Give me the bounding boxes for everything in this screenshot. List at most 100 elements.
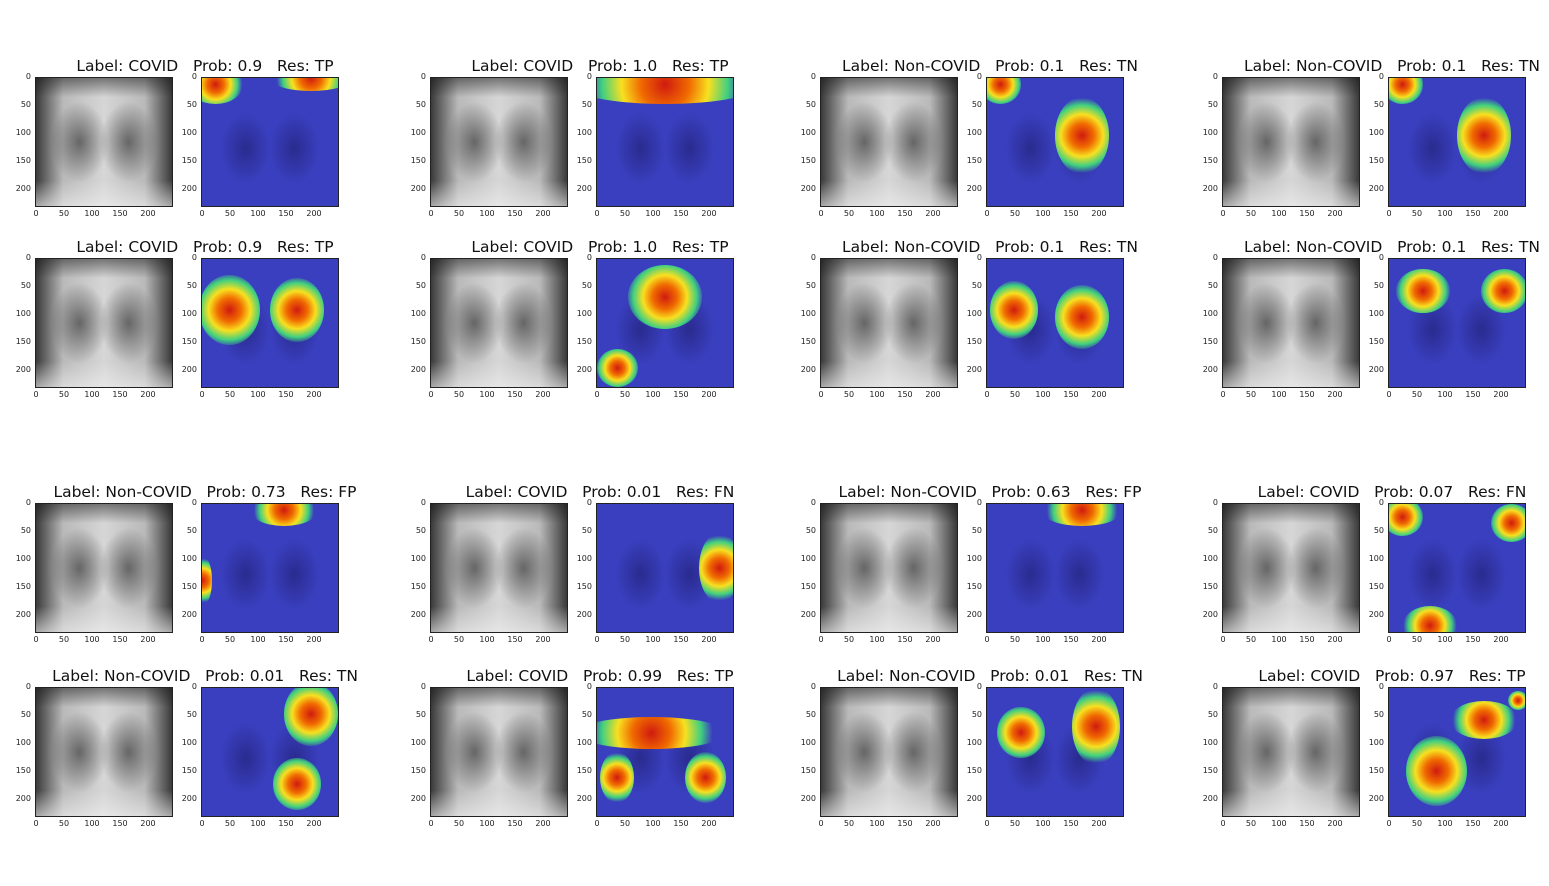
xray-picture — [431, 78, 567, 206]
y-tick-label: 50 — [581, 100, 592, 109]
y-tick-label: 0 — [586, 253, 592, 262]
y-tick-label: 100 — [1368, 738, 1384, 747]
y-tick-label: 150 — [410, 156, 426, 165]
x-tick-label: 50 — [224, 635, 236, 644]
result-panel: Label: Non-COVID Prob: 0.01 Res: TN 0 50 10… — [801, 665, 1170, 828]
panel-title: Label: Non-COVID Prob: 0.1 Res: TN — [1243, 57, 1540, 75]
x-tick-label: 100 — [645, 819, 661, 828]
y-tick-label: 200 — [1202, 794, 1218, 803]
y-tick-label: 100 — [1368, 554, 1384, 563]
y-tick-label: 200 — [181, 184, 197, 193]
heatmap-picture — [202, 78, 338, 206]
x-tick-label: 150 — [1299, 390, 1315, 399]
heatmap-picture — [1389, 504, 1525, 632]
x-tick-label: 50 — [619, 209, 631, 218]
x-tick-label: 150 — [897, 390, 913, 399]
xray-image — [820, 258, 958, 388]
x-tick-label: 100 — [1035, 390, 1051, 399]
gradcam-heatmap — [596, 77, 734, 207]
y-tick-label: 200 — [410, 184, 426, 193]
x-tick-label: 100 — [1437, 209, 1453, 218]
heatmap-picture — [597, 688, 733, 816]
xray-picture — [1223, 259, 1359, 387]
xray-image — [430, 77, 568, 207]
xray-image — [35, 687, 173, 817]
xray-image — [430, 503, 568, 633]
activation-hotspot — [202, 275, 260, 346]
xray-picture — [431, 688, 567, 816]
activation-hotspot — [627, 265, 703, 330]
y-tick-label: 50 — [1373, 281, 1384, 290]
y-tick-label: 200 — [15, 365, 31, 374]
y-tick-label: 100 — [800, 309, 816, 318]
y-tick-label: 0 — [1378, 682, 1384, 691]
x-tick-label: 100 — [250, 390, 266, 399]
activation-hotspot — [597, 78, 733, 104]
result-panel: Label: COVID Prob: 1.0 Res: TP 0 50 100 150 2… — [411, 236, 780, 399]
activation-hotspot — [249, 504, 318, 527]
x-tick-label: 0 — [984, 209, 990, 218]
activation-hotspot — [270, 278, 325, 343]
y-tick-label: 50 — [415, 526, 426, 535]
heatmap-picture — [987, 259, 1123, 387]
x-tick-label: 100 — [250, 819, 266, 828]
x-tick-label: 0 — [199, 209, 205, 218]
x-tick-label: 150 — [1063, 819, 1079, 828]
x-tick-label: 0 — [594, 209, 600, 218]
y-tick-label: 200 — [1368, 794, 1384, 803]
activation-hotspot — [1491, 504, 1525, 543]
x-tick-label: 150 — [1299, 819, 1315, 828]
y-tick-label: 200 — [1202, 365, 1218, 374]
y-tick-label: 150 — [1368, 766, 1384, 775]
x-tick-label: 200 — [1493, 635, 1509, 644]
x-tick-label: 50 — [453, 209, 465, 218]
y-tick-label: 100 — [966, 554, 982, 563]
x-tick-label: 50 — [453, 390, 465, 399]
x-tick-label: 50 — [1245, 635, 1257, 644]
y-tick-label: 50 — [186, 281, 197, 290]
x-tick-label: 150 — [112, 635, 128, 644]
axis-tick-layer: 0 50 100 150 200 0 50 100 150 200 — [1369, 253, 1526, 399]
y-tick-label: 50 — [971, 526, 982, 535]
panel-title: Label: Non-COVID Prob: 0.01 Res: TN — [837, 667, 1143, 685]
gradcam-heatmap — [596, 687, 734, 817]
y-tick-label: 150 — [15, 766, 31, 775]
y-tick-label: 50 — [581, 281, 592, 290]
y-tick-label: 100 — [410, 309, 426, 318]
x-tick-label: 50 — [1245, 209, 1257, 218]
axis-tick-layer: 0 50 100 150 200 0 50 100 150 200 — [1203, 72, 1360, 218]
xray-picture — [821, 688, 957, 816]
lung-shadow — [202, 504, 338, 632]
x-tick-label: 100 — [479, 635, 495, 644]
heatmap-picture — [202, 259, 338, 387]
x-tick-label: 100 — [250, 635, 266, 644]
xray-image — [35, 503, 173, 633]
x-tick-label: 0 — [1220, 635, 1226, 644]
x-tick-label: 100 — [1437, 390, 1453, 399]
x-tick-label: 150 — [1465, 209, 1481, 218]
axis-tick-layer: 0 50 100 150 200 0 50 100 150 200 — [577, 72, 734, 218]
y-tick-label: 50 — [186, 100, 197, 109]
y-tick-label: 150 — [410, 766, 426, 775]
heatmap-picture — [987, 78, 1123, 206]
y-tick-label: 150 — [800, 156, 816, 165]
y-tick-label: 100 — [576, 309, 592, 318]
gradcam-heatmap — [201, 77, 339, 207]
result-panel: Label: Non-COVID Prob: 0.1 Res: TN 0 50 100… — [1203, 236, 1549, 399]
y-tick-label: 200 — [800, 794, 816, 803]
x-tick-label: 50 — [1009, 209, 1021, 218]
y-tick-label: 50 — [971, 100, 982, 109]
gradcam-heatmap — [1388, 258, 1526, 388]
y-tick-label: 200 — [15, 184, 31, 193]
y-tick-label: 0 — [1212, 498, 1218, 507]
y-tick-label: 50 — [1207, 526, 1218, 535]
x-tick-label: 150 — [278, 819, 294, 828]
y-tick-label: 100 — [1202, 128, 1218, 137]
x-tick-label: 200 — [535, 209, 551, 218]
x-tick-label: 50 — [1411, 635, 1423, 644]
xray-image — [820, 687, 958, 817]
x-tick-label: 50 — [843, 635, 855, 644]
gradcam-heatmap — [201, 258, 339, 388]
result-panel: Label: COVID Prob: 0.99 Res: TP 0 50 100 150… — [411, 665, 780, 828]
x-tick-label: 100 — [645, 390, 661, 399]
